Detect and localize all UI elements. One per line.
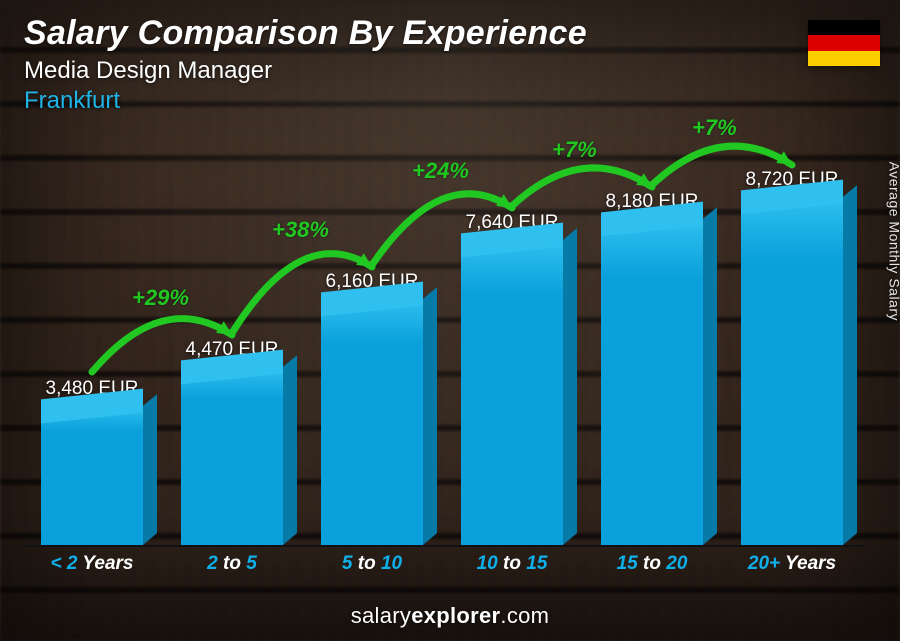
bar-slot: 8,180 EUR [582,191,722,545]
bar-slot: 3,480 EUR [22,378,162,545]
bar [321,299,423,545]
bar-slot: 4,470 EUR [162,339,302,545]
bar-x-label: < 2 Years [22,553,162,575]
flag-stripe [808,51,880,66]
brand-accent: explorer [411,603,500,628]
bar-chart: 3,480 EUR < 2 Years4,470 EUR 2 to 56,160 E… [22,150,864,575]
bar-x-label: 15 to 20 [582,553,722,575]
bar [601,219,703,545]
bar-front-face [601,219,703,545]
bar-front-face [41,406,143,545]
bar-x-label: 2 to 5 [162,553,302,575]
bar-side-face [143,394,157,545]
bar-front-face [321,299,423,545]
flag-stripe [808,20,880,35]
bar-side-face [703,207,717,545]
brand-prefix: salary [351,603,412,628]
bar-side-face [423,287,437,545]
bar [41,406,143,545]
bars-container: 3,480 EUR < 2 Years4,470 EUR 2 to 56,160 E… [22,150,864,575]
brand-suffix: .com [500,603,549,628]
bar-slot: 7,640 EUR [442,212,582,545]
bar-slot: 6,160 EUR [302,271,442,545]
bar [181,367,283,545]
bar-side-face [563,228,577,545]
bar-x-label: 20+ Years [722,553,862,575]
germany-flag-icon [808,20,880,66]
y-axis-label: Average Monthly Salary [886,161,900,320]
bar-side-face [283,355,297,545]
chart-subtitle: Media Design Manager [24,57,876,85]
flag-stripe [808,35,880,50]
header: Salary Comparison By Experience Media De… [24,14,876,115]
bar-x-label: 10 to 15 [442,553,582,575]
chart-city: Frankfurt [24,87,876,115]
chart-title: Salary Comparison By Experience [24,14,876,53]
bar-slot: 8,720 EUR [722,169,862,545]
bar-x-label: 5 to 10 [302,553,442,575]
bar [741,197,843,545]
bar-side-face [843,185,857,545]
footer-brand: salaryexplorer.com [0,603,900,629]
bar [461,240,563,545]
bar-front-face [181,367,283,545]
bar-front-face [741,197,843,545]
bar-front-face [461,240,563,545]
